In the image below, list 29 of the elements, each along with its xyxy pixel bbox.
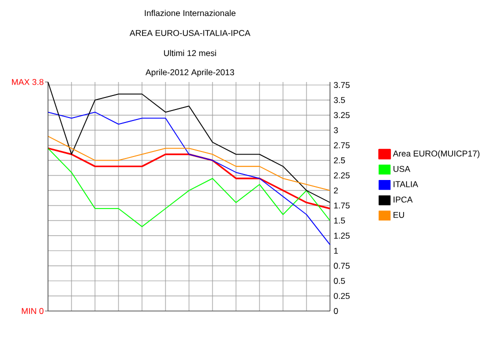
y-tick-label: 1.25 — [334, 232, 350, 239]
legend-label: IPCA — [394, 196, 413, 203]
chart-title: Inflazione Internazionale — [144, 10, 236, 16]
y-tick-label: 0 — [334, 308, 338, 314]
line-series — [48, 148, 330, 228]
y-tick-label: 0.5 — [334, 278, 345, 284]
y-tick-label: 2.5 — [334, 157, 345, 164]
line-series — [48, 112, 330, 246]
legend-label: USA — [394, 166, 410, 172]
text: Ultimi 12 mesi — [164, 50, 216, 56]
legend-label: Area EURO(MUICP17) — [392, 150, 480, 158]
legend-label: EU — [394, 212, 404, 218]
y-tick-label: 2.75 — [334, 142, 350, 148]
chart-subtitle: AREA EURO-USA-ITALIA-IPCA — [130, 30, 250, 36]
y-tick-label: 2 — [334, 188, 338, 194]
legend-label: ITALIA — [394, 181, 418, 188]
y-tick-label: 1.5 — [334, 218, 345, 224]
y-tick-label: 3.75 — [334, 82, 350, 88]
y-tick-label: 1 — [334, 248, 338, 254]
y-tick-label: 1.75 — [334, 202, 350, 208]
text: MAX 3.8 — [12, 79, 44, 85]
text: Aprile-2012 Aprile-2013 — [146, 69, 234, 77]
text: MIN 0 — [22, 308, 44, 314]
y-tick-label: 0.25 — [334, 292, 350, 299]
y-tick-label: 3.5 — [334, 97, 345, 104]
y-tick-label: 0.75 — [334, 262, 350, 269]
y-tick-label: 3 — [334, 127, 338, 134]
y-tick-label: 2.25 — [334, 172, 350, 178]
y-tick-label: 3.25 — [334, 112, 350, 118]
